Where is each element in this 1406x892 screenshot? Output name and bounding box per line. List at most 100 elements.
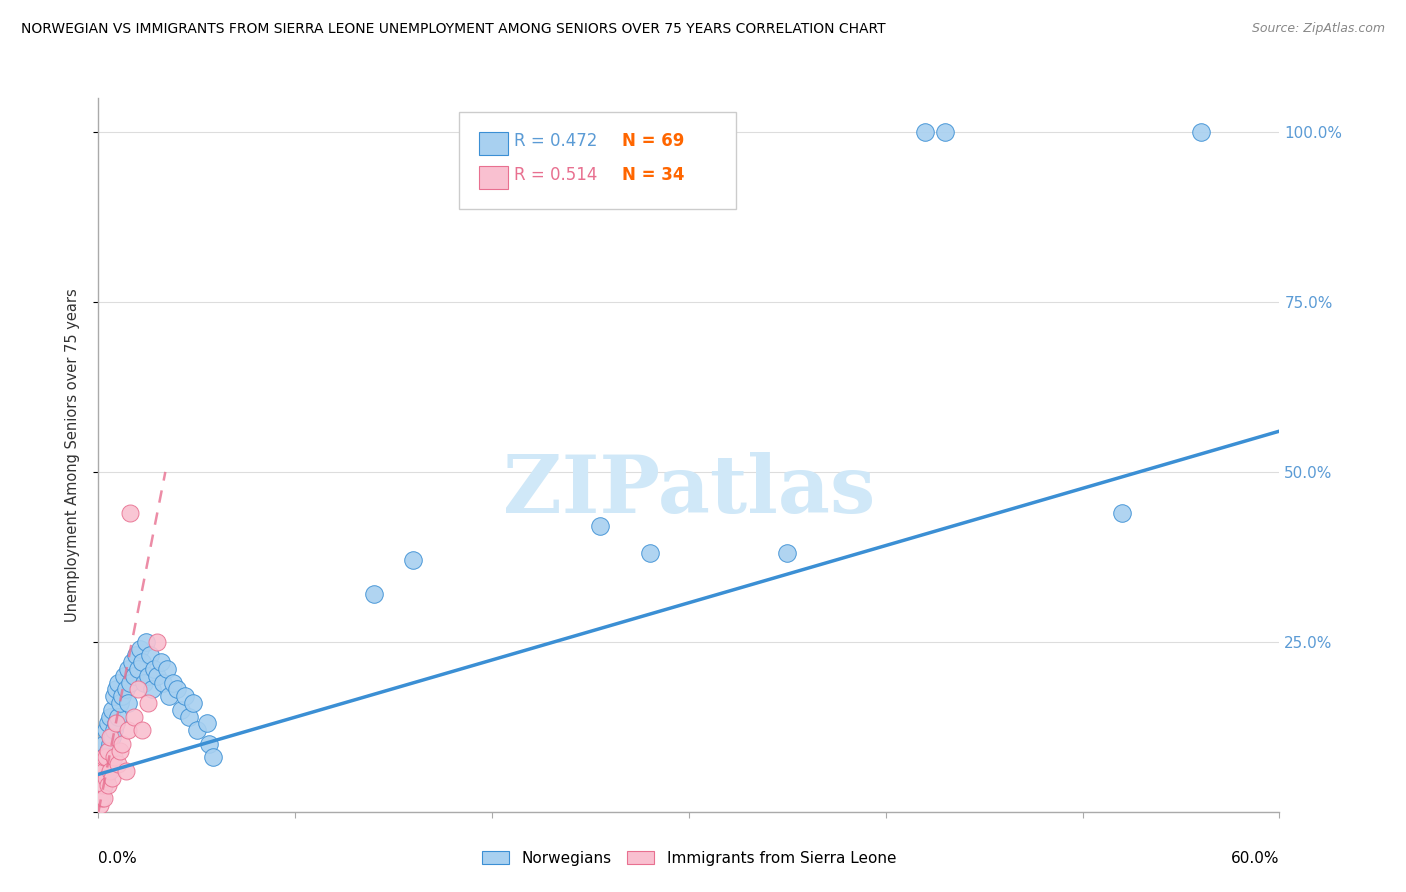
Point — [135, 635, 157, 649]
Point — [98, 737, 121, 751]
Point — [118, 506, 141, 520]
Point — [1111, 506, 1133, 520]
Point — [181, 696, 204, 710]
Point — [589, 519, 612, 533]
Point — [118, 675, 141, 690]
Point — [91, 771, 114, 785]
Point — [97, 743, 120, 757]
Point — [107, 709, 129, 723]
Point — [93, 750, 115, 764]
Point — [105, 716, 128, 731]
Point — [108, 743, 131, 757]
Point — [105, 716, 128, 731]
Text: N = 69: N = 69 — [621, 132, 683, 151]
Point — [93, 737, 115, 751]
Point — [89, 764, 111, 778]
Point — [141, 682, 163, 697]
Point — [93, 764, 115, 778]
Point — [97, 716, 120, 731]
Text: 60.0%: 60.0% — [1232, 851, 1279, 866]
Point — [97, 743, 120, 757]
Point — [122, 709, 145, 723]
Point — [96, 750, 118, 764]
Point — [91, 757, 114, 772]
Point — [89, 778, 111, 792]
Point — [177, 709, 200, 723]
Point — [125, 648, 148, 663]
Point — [96, 771, 118, 785]
Point — [93, 750, 115, 764]
Point — [162, 675, 184, 690]
Point — [146, 635, 169, 649]
Point — [156, 662, 179, 676]
Point — [97, 764, 120, 778]
Point — [96, 757, 118, 772]
Point — [101, 730, 124, 744]
Point — [103, 723, 125, 738]
Point — [96, 723, 118, 738]
Point — [131, 723, 153, 738]
Point — [117, 662, 139, 676]
Point — [91, 771, 114, 785]
Point — [146, 669, 169, 683]
Point — [103, 689, 125, 703]
Point — [186, 723, 208, 738]
Point — [89, 784, 111, 798]
Point — [91, 757, 114, 772]
Point — [776, 546, 799, 560]
Point — [363, 587, 385, 601]
FancyBboxPatch shape — [478, 166, 508, 189]
Point — [98, 730, 121, 744]
Text: N = 34: N = 34 — [621, 166, 685, 184]
Point — [127, 682, 149, 697]
Point — [128, 641, 150, 656]
Point — [101, 771, 124, 785]
Point — [103, 750, 125, 764]
Point — [91, 791, 114, 805]
Point — [91, 784, 114, 798]
Text: NORWEGIAN VS IMMIGRANTS FROM SIERRA LEONE UNEMPLOYMENT AMONG SENIORS OVER 75 YEA: NORWEGIAN VS IMMIGRANTS FROM SIERRA LEON… — [21, 22, 886, 37]
Point — [201, 750, 224, 764]
Point — [127, 662, 149, 676]
Point — [89, 797, 111, 812]
Point — [89, 764, 111, 778]
Point — [96, 771, 118, 785]
Point — [89, 778, 111, 792]
Point — [170, 703, 193, 717]
Point — [108, 696, 131, 710]
Point — [93, 764, 115, 778]
Text: 0.0%: 0.0% — [98, 851, 138, 866]
Point — [136, 669, 159, 683]
Text: Source: ZipAtlas.com: Source: ZipAtlas.com — [1251, 22, 1385, 36]
Point — [166, 682, 188, 697]
Point — [91, 784, 114, 798]
Point — [136, 696, 159, 710]
Point — [638, 546, 661, 560]
Point — [157, 689, 180, 703]
Point — [112, 669, 135, 683]
Point — [115, 682, 138, 697]
Point — [91, 778, 114, 792]
Point — [197, 737, 219, 751]
Point — [117, 696, 139, 710]
Point — [93, 791, 115, 805]
Point — [122, 669, 145, 683]
Point — [93, 778, 115, 792]
Y-axis label: Unemployment Among Seniors over 75 years: Unemployment Among Seniors over 75 years — [65, 288, 80, 622]
Point — [89, 791, 111, 805]
Point — [150, 655, 173, 669]
Point — [93, 778, 115, 792]
Point — [111, 737, 134, 751]
Point — [107, 757, 129, 772]
Point — [98, 750, 121, 764]
Point — [934, 125, 956, 139]
Point — [97, 778, 120, 792]
Point — [117, 723, 139, 738]
Point — [195, 716, 218, 731]
Point — [152, 675, 174, 690]
FancyBboxPatch shape — [458, 112, 737, 209]
Point — [132, 675, 155, 690]
Point — [101, 703, 124, 717]
Point — [105, 682, 128, 697]
Point — [1189, 125, 1212, 139]
